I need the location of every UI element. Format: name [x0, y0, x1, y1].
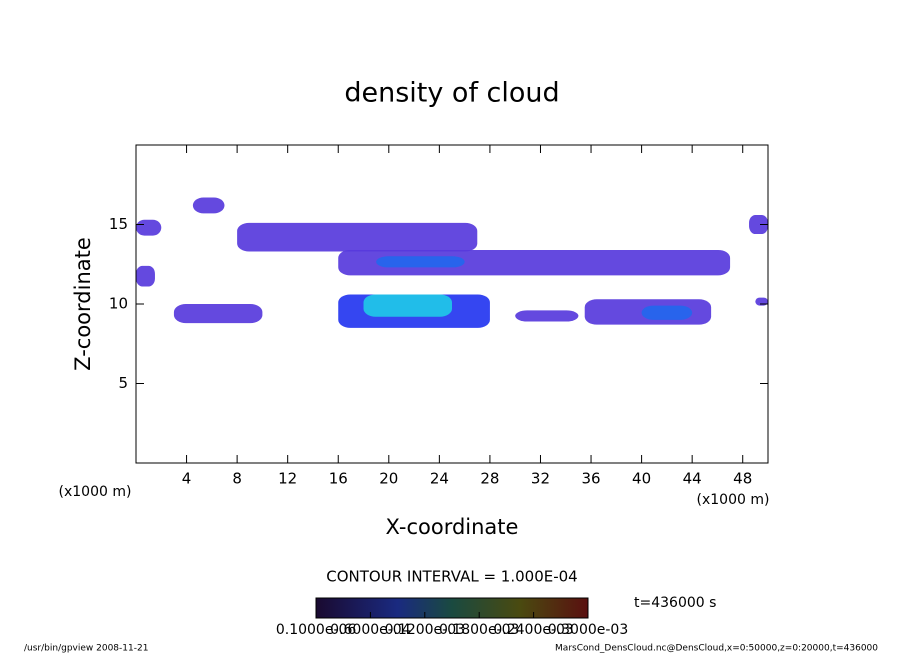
y-tick-label: 5 [118, 374, 128, 392]
y-tick-label: 15 [109, 215, 128, 233]
cloud-region [641, 305, 693, 320]
x-tick-label: 40 [632, 470, 651, 488]
axes [135, 144, 769, 464]
x-tick-label: 48 [733, 470, 752, 488]
colorbar-tick-label: 0.6000e-04 [330, 622, 411, 638]
cloud-region [136, 219, 162, 236]
cloud-region [136, 265, 155, 287]
y-axis-label: Z-coordinate [71, 237, 95, 371]
contour-interval: CONTOUR INTERVAL = 1.000E-04 [326, 568, 577, 586]
y-tick-label: 10 [109, 295, 128, 313]
cloud-region [173, 304, 263, 324]
x-tick-label: 20 [379, 470, 398, 488]
cloud-region [749, 214, 768, 235]
colorbar-tick-label: 0.3000e-03 [548, 622, 628, 638]
colorbar [315, 597, 589, 619]
cloud-region [363, 294, 452, 317]
x-tick-label: 12 [278, 470, 297, 488]
cloud-region [376, 256, 465, 268]
x-tick-label: 16 [329, 470, 348, 488]
x-tick-label: 28 [480, 470, 499, 488]
contour-field [136, 197, 768, 328]
x-tick-label: 24 [430, 470, 449, 488]
cloud-region [515, 310, 579, 322]
colorbar-tick-label: 0.2400e-03 [493, 622, 573, 638]
x-unit-label: (x1000 m) [697, 492, 770, 508]
chart-title: density of cloud [344, 78, 559, 109]
colorbar-tick-label: 0.1000e-06 [276, 622, 357, 638]
y-unit-label: (x1000 m) [59, 484, 132, 500]
footer-left: /usr/bin/gpview 2008-11-21 [24, 644, 148, 654]
x-tick-label: 8 [232, 470, 242, 488]
x-tick-label: 44 [683, 470, 702, 488]
colorbar-tick-label: 0.1200e-03 [385, 622, 465, 638]
x-tick-label: 32 [531, 470, 550, 488]
x-tick-label: 36 [581, 470, 600, 488]
cloud-region [192, 197, 225, 214]
time-label: t=436000 s [634, 595, 716, 611]
cloud-region [237, 222, 478, 252]
footer-right: MarsCond_DensCloud.nc@DensCloud,x=0:5000… [555, 644, 878, 654]
x-tick-label: 4 [182, 470, 192, 488]
x-axis-label: X-coordinate [386, 515, 519, 539]
colorbar-tick-label: 0.1800e-03 [439, 622, 519, 638]
